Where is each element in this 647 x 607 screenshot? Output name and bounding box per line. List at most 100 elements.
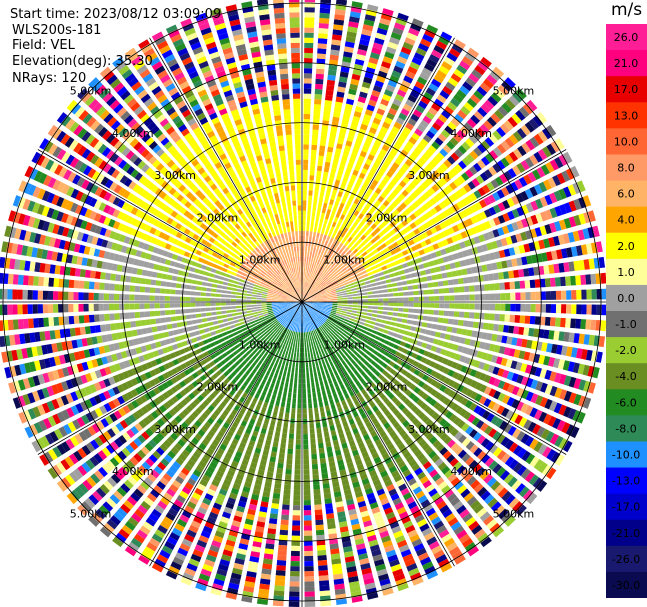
range-bin <box>489 313 495 321</box>
range-bin <box>406 261 413 267</box>
range-bin <box>428 54 440 64</box>
range-bin <box>130 377 139 386</box>
range-bin <box>287 448 294 455</box>
range-bin <box>434 391 442 400</box>
range-bin <box>396 391 404 399</box>
range-bin <box>131 512 142 523</box>
range-bin <box>544 224 552 235</box>
range-bin <box>333 24 344 31</box>
range-bin <box>415 354 423 361</box>
range-bin <box>399 353 406 360</box>
range-bin <box>302 261 304 267</box>
range-bin <box>116 486 127 497</box>
range-bin <box>330 243 335 249</box>
range-bin <box>65 438 75 450</box>
range-bin <box>367 443 375 451</box>
range-bin <box>520 231 528 241</box>
range-bin <box>497 84 509 96</box>
range-bin <box>356 420 364 427</box>
range-bin <box>319 406 325 413</box>
range-bin <box>211 439 220 447</box>
range-bin <box>311 346 315 352</box>
range-bin <box>316 270 320 276</box>
range-bin <box>347 294 353 297</box>
range-bin <box>501 80 513 92</box>
range-bin <box>458 286 465 293</box>
range-bin <box>110 473 121 484</box>
range-bin <box>108 376 116 386</box>
range-bin <box>329 59 339 66</box>
range-bin <box>319 279 324 284</box>
range-bin <box>349 282 356 286</box>
range-bin <box>408 308 414 313</box>
range-bin <box>42 417 52 430</box>
range-bin <box>377 256 384 263</box>
range-bin <box>305 362 309 368</box>
range-bin <box>437 356 444 363</box>
range-bin <box>379 126 389 134</box>
range-bin <box>536 112 548 124</box>
range-bin <box>370 474 380 482</box>
range-bin <box>122 405 131 414</box>
range-bin <box>461 268 468 276</box>
range-bin <box>409 90 420 99</box>
range-bin <box>421 152 430 162</box>
range-bin <box>227 497 236 505</box>
range-bin <box>554 454 565 466</box>
range-bin <box>215 329 222 335</box>
range-bin <box>195 377 203 385</box>
range-bin <box>473 110 484 121</box>
range-bin <box>386 170 394 178</box>
range-bin <box>395 60 406 69</box>
range-bin <box>229 577 241 585</box>
range-bin <box>208 360 216 367</box>
range-bin <box>257 516 266 523</box>
range-bin <box>379 393 387 401</box>
range-bin <box>585 319 592 330</box>
range-bin <box>250 551 261 558</box>
range-bin <box>379 17 391 26</box>
range-bin <box>166 379 174 387</box>
range-bin <box>450 403 459 412</box>
range-bin <box>443 287 450 294</box>
range-bin <box>335 289 342 293</box>
range-bin <box>225 501 235 510</box>
range-bin <box>198 353 205 360</box>
range-bin <box>292 309 296 315</box>
range-bin <box>328 533 338 540</box>
range-bin <box>370 317 377 322</box>
range-bin <box>235 552 246 561</box>
range-bin <box>208 368 215 375</box>
range-bin <box>536 166 546 178</box>
range-bin <box>303 434 308 440</box>
range-bin <box>388 256 395 262</box>
range-bin <box>431 545 443 555</box>
range-bin <box>413 219 421 227</box>
range-bin <box>395 412 404 420</box>
range-bin <box>309 428 315 434</box>
range-bin <box>353 110 362 118</box>
range-bin <box>314 509 323 516</box>
range-bin <box>405 140 415 149</box>
range-bin <box>254 364 260 370</box>
range-bin <box>324 229 329 236</box>
range-bin <box>303 281 306 287</box>
range-bin <box>366 592 379 600</box>
range-bin <box>418 249 425 256</box>
range-bin <box>439 447 449 456</box>
range-bin <box>333 19 345 26</box>
range-bin <box>294 321 297 327</box>
range-bin <box>343 489 352 496</box>
range-bin <box>453 525 465 536</box>
range-bin <box>543 355 551 366</box>
range-bin <box>181 538 193 548</box>
range-bin <box>500 237 508 247</box>
range-bin <box>344 316 351 320</box>
range-bin <box>129 441 139 451</box>
range-bin <box>269 349 274 355</box>
range-bin <box>338 516 347 523</box>
range-bin <box>177 547 189 557</box>
range-bin <box>562 233 570 244</box>
range-bin <box>98 433 108 444</box>
range-bin <box>310 226 314 232</box>
